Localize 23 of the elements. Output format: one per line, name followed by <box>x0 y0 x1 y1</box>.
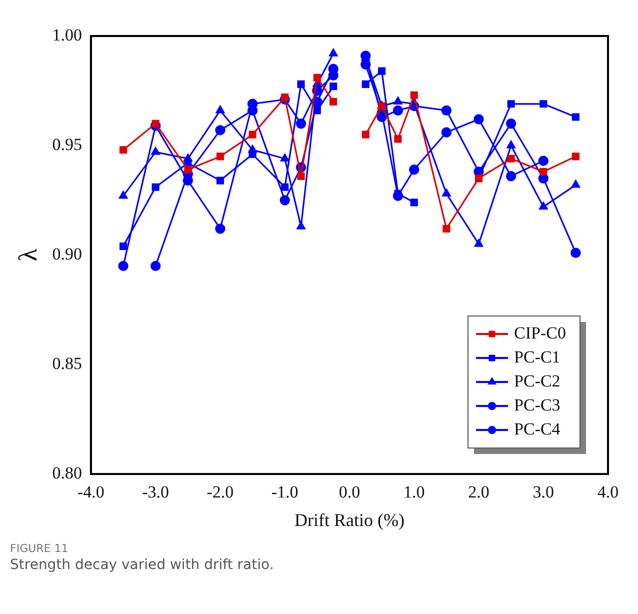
y-tick-label: 0.85 <box>52 354 82 373</box>
legend-label: PC-C4 <box>514 419 561 438</box>
y-tick-label: 0.95 <box>52 134 82 154</box>
legend-label: PC-C2 <box>514 371 560 390</box>
text: Strength decay varied with drift ratio. <box>10 557 275 573</box>
x-tick-label: 2.0 <box>468 482 490 502</box>
x-tick-label: -4.0 <box>77 482 104 502</box>
x-tick-label: 0.0 <box>338 482 360 502</box>
x-tick-label: -3.0 <box>142 482 170 502</box>
y-tick-label: 0.90 <box>52 244 82 264</box>
x-tick-label: 4.0 <box>597 482 619 502</box>
y-tick-label: 0.80 <box>52 463 82 482</box>
x-axis-title: Drift Ratio (%) <box>294 510 404 530</box>
x-tick-label: -2.0 <box>206 482 234 502</box>
legend-label: PC-C3 <box>514 395 560 414</box>
x-tick-label: 1.0 <box>403 482 425 502</box>
caption: FIGURE 11 <box>10 542 70 555</box>
y-axis-title: λ <box>13 248 42 262</box>
x-tick-label: -1.0 <box>271 482 298 502</box>
legend-label: CIP-C0 <box>514 323 566 342</box>
legend-label: PC-C1 <box>514 347 560 366</box>
y-tick-label: 1.00 <box>52 25 82 44</box>
x-tick-label: 3.0 <box>532 482 554 502</box>
